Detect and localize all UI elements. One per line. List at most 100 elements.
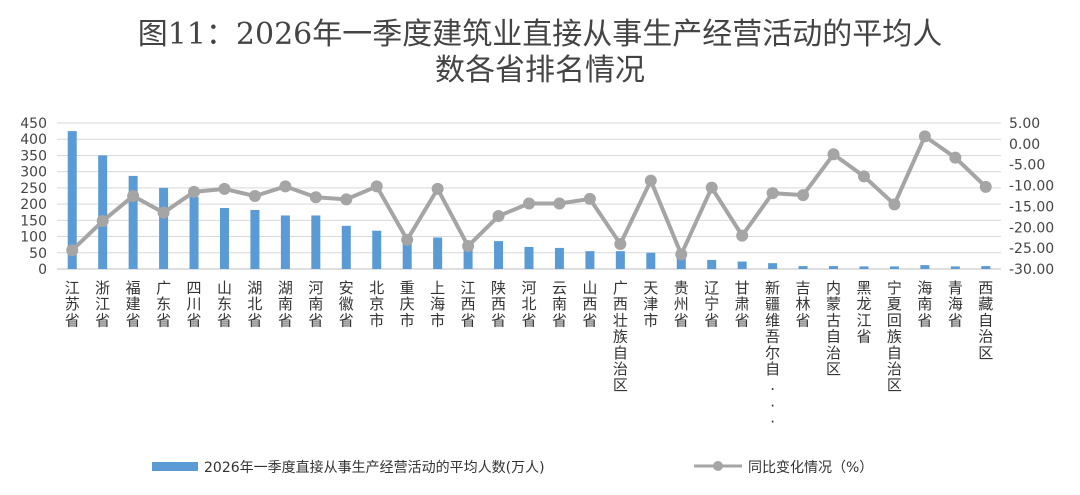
line-point bbox=[736, 229, 749, 242]
category-label: 湖南省 bbox=[278, 279, 293, 329]
category-label: 四川省 bbox=[187, 279, 202, 329]
left-axis-tick-label: 100 bbox=[20, 230, 47, 246]
left-axis-tick-label: 450 bbox=[20, 116, 47, 132]
line-point bbox=[766, 187, 779, 200]
category-label: 天津市 bbox=[643, 279, 658, 329]
category-label: 河北省 bbox=[521, 279, 536, 329]
bar bbox=[128, 175, 138, 269]
category-label: 贵州省 bbox=[674, 279, 689, 329]
bar bbox=[250, 209, 260, 269]
left-axis-tick-label: 200 bbox=[20, 197, 47, 213]
category-label: 上海市 bbox=[430, 279, 445, 329]
bar bbox=[829, 266, 839, 269]
bar bbox=[889, 266, 899, 269]
line-point bbox=[127, 190, 140, 202]
legend: 2026年一季度直接从事生产经营活动的平均人数(万人) 同比变化情况（%） bbox=[152, 459, 873, 476]
category-label: 青海省 bbox=[948, 279, 963, 329]
category-label: 宁夏回族自治区 bbox=[887, 279, 902, 394]
bar bbox=[768, 263, 778, 269]
left-axis-tick-label: 350 bbox=[20, 148, 47, 164]
category-label: 北京市 bbox=[369, 279, 384, 329]
legend-bar-swatch bbox=[152, 462, 198, 471]
line-point bbox=[705, 181, 718, 194]
line-point bbox=[248, 190, 261, 202]
line-point bbox=[401, 233, 414, 246]
category-label: 辽宁省 bbox=[704, 279, 719, 329]
bar bbox=[67, 131, 77, 269]
chart-title-line-1: 图11：2026年一季度建筑业直接从事生产经营活动的平均人 bbox=[138, 17, 943, 52]
bar bbox=[98, 155, 108, 269]
bar bbox=[950, 266, 960, 269]
bar bbox=[280, 215, 290, 269]
legend-line-marker bbox=[713, 461, 723, 471]
bar bbox=[494, 241, 504, 269]
bar bbox=[554, 247, 564, 269]
line-point bbox=[96, 215, 109, 228]
category-label: 甘肃省 bbox=[735, 279, 750, 329]
line-point bbox=[888, 198, 901, 211]
category-label: 内蒙古自治区 bbox=[826, 279, 841, 378]
right-axis-tick-label: -15.00 bbox=[1009, 199, 1054, 215]
line-point bbox=[157, 206, 170, 219]
bar bbox=[646, 252, 656, 269]
category-label: 新疆维吾尔自... bbox=[765, 279, 780, 427]
right-axis-tick-label: -30.00 bbox=[1009, 262, 1054, 278]
bar bbox=[433, 237, 443, 269]
line-series bbox=[66, 130, 992, 261]
category-label: 西藏自治区 bbox=[978, 279, 993, 362]
bar bbox=[676, 257, 686, 269]
bar bbox=[798, 266, 808, 269]
line-point bbox=[918, 130, 931, 143]
chart-title-line-2: 数各省排名情况 bbox=[435, 53, 645, 88]
bar bbox=[311, 215, 321, 269]
category-label: 吉林省 bbox=[796, 279, 811, 329]
left-axis-tick-label: 50 bbox=[29, 246, 47, 262]
left-axis-tick-label: 0 bbox=[38, 262, 47, 278]
category-label: 河南省 bbox=[308, 279, 323, 329]
left-axis-tick-label: 150 bbox=[20, 213, 47, 229]
bar bbox=[737, 261, 747, 269]
line-point bbox=[675, 248, 688, 261]
left-axis-tick-label: 400 bbox=[20, 132, 47, 148]
left-axis-tick-label: 300 bbox=[20, 165, 47, 181]
bar bbox=[981, 266, 991, 269]
category-label: 云南省 bbox=[552, 279, 567, 329]
right-axis-tick-label: -25.00 bbox=[1009, 241, 1054, 257]
category-label: 安徽省 bbox=[339, 279, 354, 329]
right-axis-tick-label: 5.00 bbox=[1009, 116, 1040, 132]
bar bbox=[159, 187, 169, 269]
bar-series bbox=[67, 131, 991, 269]
line-point bbox=[949, 151, 962, 164]
bar bbox=[341, 225, 351, 269]
line-point bbox=[979, 180, 992, 193]
right-axis-tick-label: -10.00 bbox=[1009, 179, 1054, 195]
line-point bbox=[553, 197, 566, 210]
category-label: 海南省 bbox=[917, 279, 932, 329]
bar bbox=[707, 259, 717, 269]
category-label: 广西壮族自治区 bbox=[613, 279, 628, 394]
category-label: 福建省 bbox=[126, 279, 141, 329]
line-point bbox=[827, 148, 840, 161]
bar bbox=[402, 237, 412, 269]
right-axis-tick-label: -20.00 bbox=[1009, 220, 1054, 236]
line-point bbox=[462, 240, 475, 253]
legend-bar-label: 2026年一季度直接从事生产经营活动的平均人数(万人) bbox=[204, 459, 545, 476]
category-label: 黑龙江省 bbox=[856, 279, 871, 346]
category-label: 广东省 bbox=[156, 279, 171, 329]
right-axis: 5.00 0.00 -5.00 -10.00 -15.00 -20.00 -25.00 -30… bbox=[1009, 116, 1054, 278]
left-axis-tick-label: 250 bbox=[20, 181, 47, 197]
line-point bbox=[644, 174, 657, 187]
line-point bbox=[218, 182, 231, 195]
line-point bbox=[857, 170, 870, 183]
bar bbox=[585, 251, 595, 269]
line-point bbox=[523, 197, 535, 210]
bar bbox=[524, 246, 534, 269]
line-point bbox=[340, 193, 353, 206]
line-point bbox=[309, 191, 322, 204]
bar bbox=[189, 196, 199, 269]
line-point bbox=[431, 182, 444, 195]
line-point bbox=[614, 237, 627, 250]
